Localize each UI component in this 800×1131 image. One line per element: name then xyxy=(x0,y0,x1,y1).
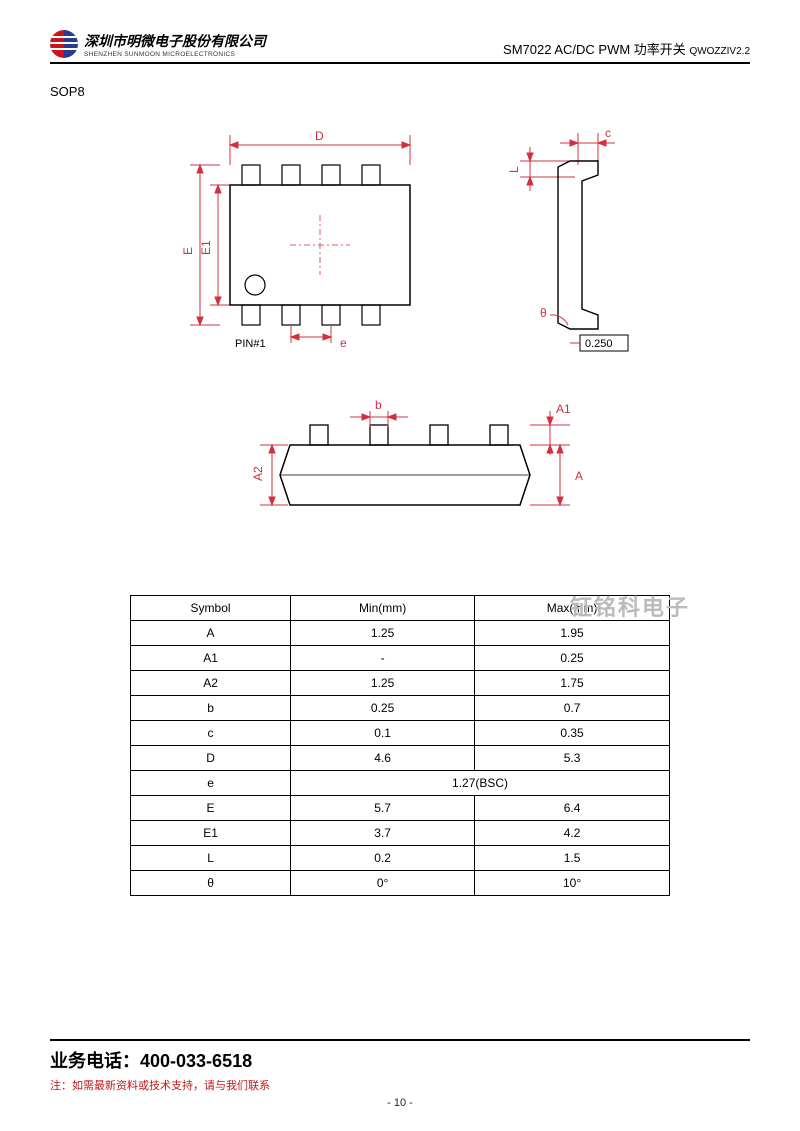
cell-min: 3.7 xyxy=(291,821,475,846)
table-row: θ0°10° xyxy=(131,871,670,896)
page-header: 深圳市明微电子股份有限公司 SHENZHEN SUNMOON MICROELEC… xyxy=(50,30,750,64)
cell-symbol: b xyxy=(131,696,291,721)
cell-symbol: θ xyxy=(131,871,291,896)
cell-symbol: A1 xyxy=(131,646,291,671)
cell-max: 1.75 xyxy=(475,671,670,696)
cell-max: 0.35 xyxy=(475,721,670,746)
dim-label-e: e xyxy=(340,336,347,350)
cell-symbol: D xyxy=(131,746,291,771)
dim-label-c: c xyxy=(605,126,611,140)
cell-symbol: c xyxy=(131,721,291,746)
dim-label-E: E xyxy=(181,247,195,255)
cell-min: 0.2 xyxy=(291,846,475,871)
table-row: b0.250.7 xyxy=(131,696,670,721)
dim-label-A2: A2 xyxy=(251,466,265,481)
company-name-en: SHENZHEN SUNMOON MICROELECTRONICS xyxy=(84,51,266,58)
cell-symbol: A xyxy=(131,621,291,646)
phone-label: 业务电话： xyxy=(50,1051,140,1071)
phone-number: 400-033-6518 xyxy=(140,1051,252,1071)
dim-label-A: A xyxy=(575,469,583,483)
doc-version: QWOZZIV2.2 xyxy=(689,46,750,57)
table-row: c0.10.35 xyxy=(131,721,670,746)
cell-max: 1.95 xyxy=(475,621,670,646)
cell-max: 0.7 xyxy=(475,696,670,721)
cell-max: 6.4 xyxy=(475,796,670,821)
cell-max: 4.2 xyxy=(475,821,670,846)
product-name: SM7022 AC/DC PWM 功率开关 xyxy=(503,42,686,57)
page-number: - 10 - xyxy=(50,1097,750,1109)
dim-label-A1: A1 xyxy=(556,402,571,416)
pin1-label: PIN#1 xyxy=(235,338,266,350)
cell-min: 1.25 xyxy=(291,671,475,696)
cell-min: 1.25 xyxy=(291,621,475,646)
cell-max: 0.25 xyxy=(475,646,670,671)
cell-symbol: e xyxy=(131,771,291,796)
cell-max: 10° xyxy=(475,871,670,896)
table-row: A1-0.25 xyxy=(131,646,670,671)
table-row: L0.21.5 xyxy=(131,846,670,871)
cell-min: 5.7 xyxy=(291,796,475,821)
cell-min: 0.1 xyxy=(291,721,475,746)
package-drawing: D E E1 xyxy=(50,105,750,565)
package-label: SOP8 xyxy=(50,84,750,99)
cell-max: 1.5 xyxy=(475,846,670,871)
watermark: 钲铭科电子 xyxy=(570,590,690,622)
cell-min: 4.6 xyxy=(291,746,475,771)
cell-min: - xyxy=(291,646,475,671)
company-name-cn: 深圳市明微电子股份有限公司 xyxy=(84,31,266,51)
dim-label-L: L xyxy=(507,166,521,173)
cell-min: 0° xyxy=(291,871,475,896)
cell-symbol: E xyxy=(131,796,291,821)
cell-min: 0.25 xyxy=(291,696,475,721)
company-logo-block: 深圳市明微电子股份有限公司 SHENZHEN SUNMOON MICROELEC… xyxy=(50,30,266,58)
footer-note: 注：如需最新资料或技术支持，请与我们联系 xyxy=(50,1077,750,1093)
table-row: A21.251.75 xyxy=(131,671,670,696)
table-row: A1.251.95 xyxy=(131,621,670,646)
cell-symbol: L xyxy=(131,846,291,871)
table-row: D4.65.3 xyxy=(131,746,670,771)
dimensions-table: Symbol Min(mm) Max(mm) A1.251.95A1-0.25A… xyxy=(130,595,670,896)
dim-label-b: b xyxy=(375,398,382,412)
cell-symbol: E1 xyxy=(131,821,291,846)
ref-dim-label: 0.250 xyxy=(585,338,613,350)
logo-icon xyxy=(50,30,78,58)
col-min: Min(mm) xyxy=(291,596,475,621)
dim-label-theta: θ xyxy=(540,306,547,320)
table-row: E5.76.4 xyxy=(131,796,670,821)
table-row: e1.27(BSC) xyxy=(131,771,670,796)
page-footer: 业务电话：400-033-6518 注：如需最新资料或技术支持，请与我们联系 -… xyxy=(0,1039,800,1109)
dim-label-E1: E1 xyxy=(199,240,213,255)
cell-max: 5.3 xyxy=(475,746,670,771)
col-symbol: Symbol xyxy=(131,596,291,621)
cell-value-span: 1.27(BSC) xyxy=(291,771,670,796)
table-row: E13.74.2 xyxy=(131,821,670,846)
doc-title: SM7022 AC/DC PWM 功率开关 QWOZZIV2.2 xyxy=(503,39,750,58)
dim-label-D: D xyxy=(315,129,324,143)
cell-symbol: A2 xyxy=(131,671,291,696)
